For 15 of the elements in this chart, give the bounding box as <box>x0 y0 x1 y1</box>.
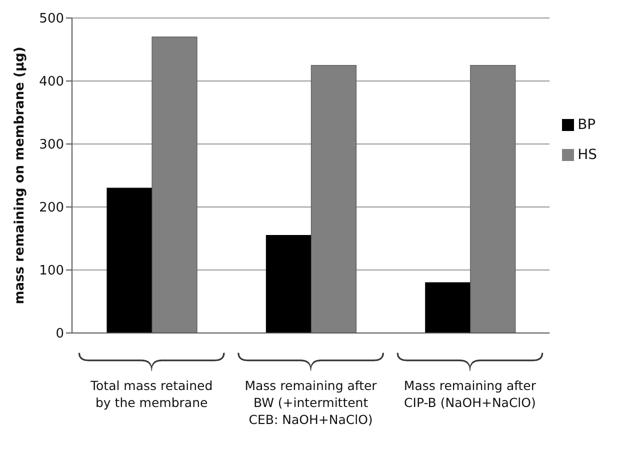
y-tick-label: 0 <box>56 326 64 342</box>
bar <box>266 235 312 333</box>
y-tick-label: 500 <box>39 12 64 27</box>
bar <box>106 188 152 333</box>
y-axis-title: mass remaining on membrane (µg) <box>12 46 28 304</box>
x-tick-label: Mass remaining after BW (+intermittent CEB: NaOH+NaClO) <box>244 377 378 428</box>
x-tick-label: Total mass retained by the membrane <box>90 377 214 411</box>
y-tick-label: 400 <box>39 74 64 90</box>
x-tick-label: Mass remaining after CIP-B (NaOH+NaClO) <box>402 377 538 411</box>
y-tick-label: 200 <box>39 200 64 216</box>
legend-label: HS <box>578 147 597 163</box>
y-tick-label: 300 <box>39 138 64 153</box>
bar <box>425 282 471 333</box>
legend-label: BP <box>578 117 596 133</box>
y-tick-label: 100 <box>39 264 64 279</box>
